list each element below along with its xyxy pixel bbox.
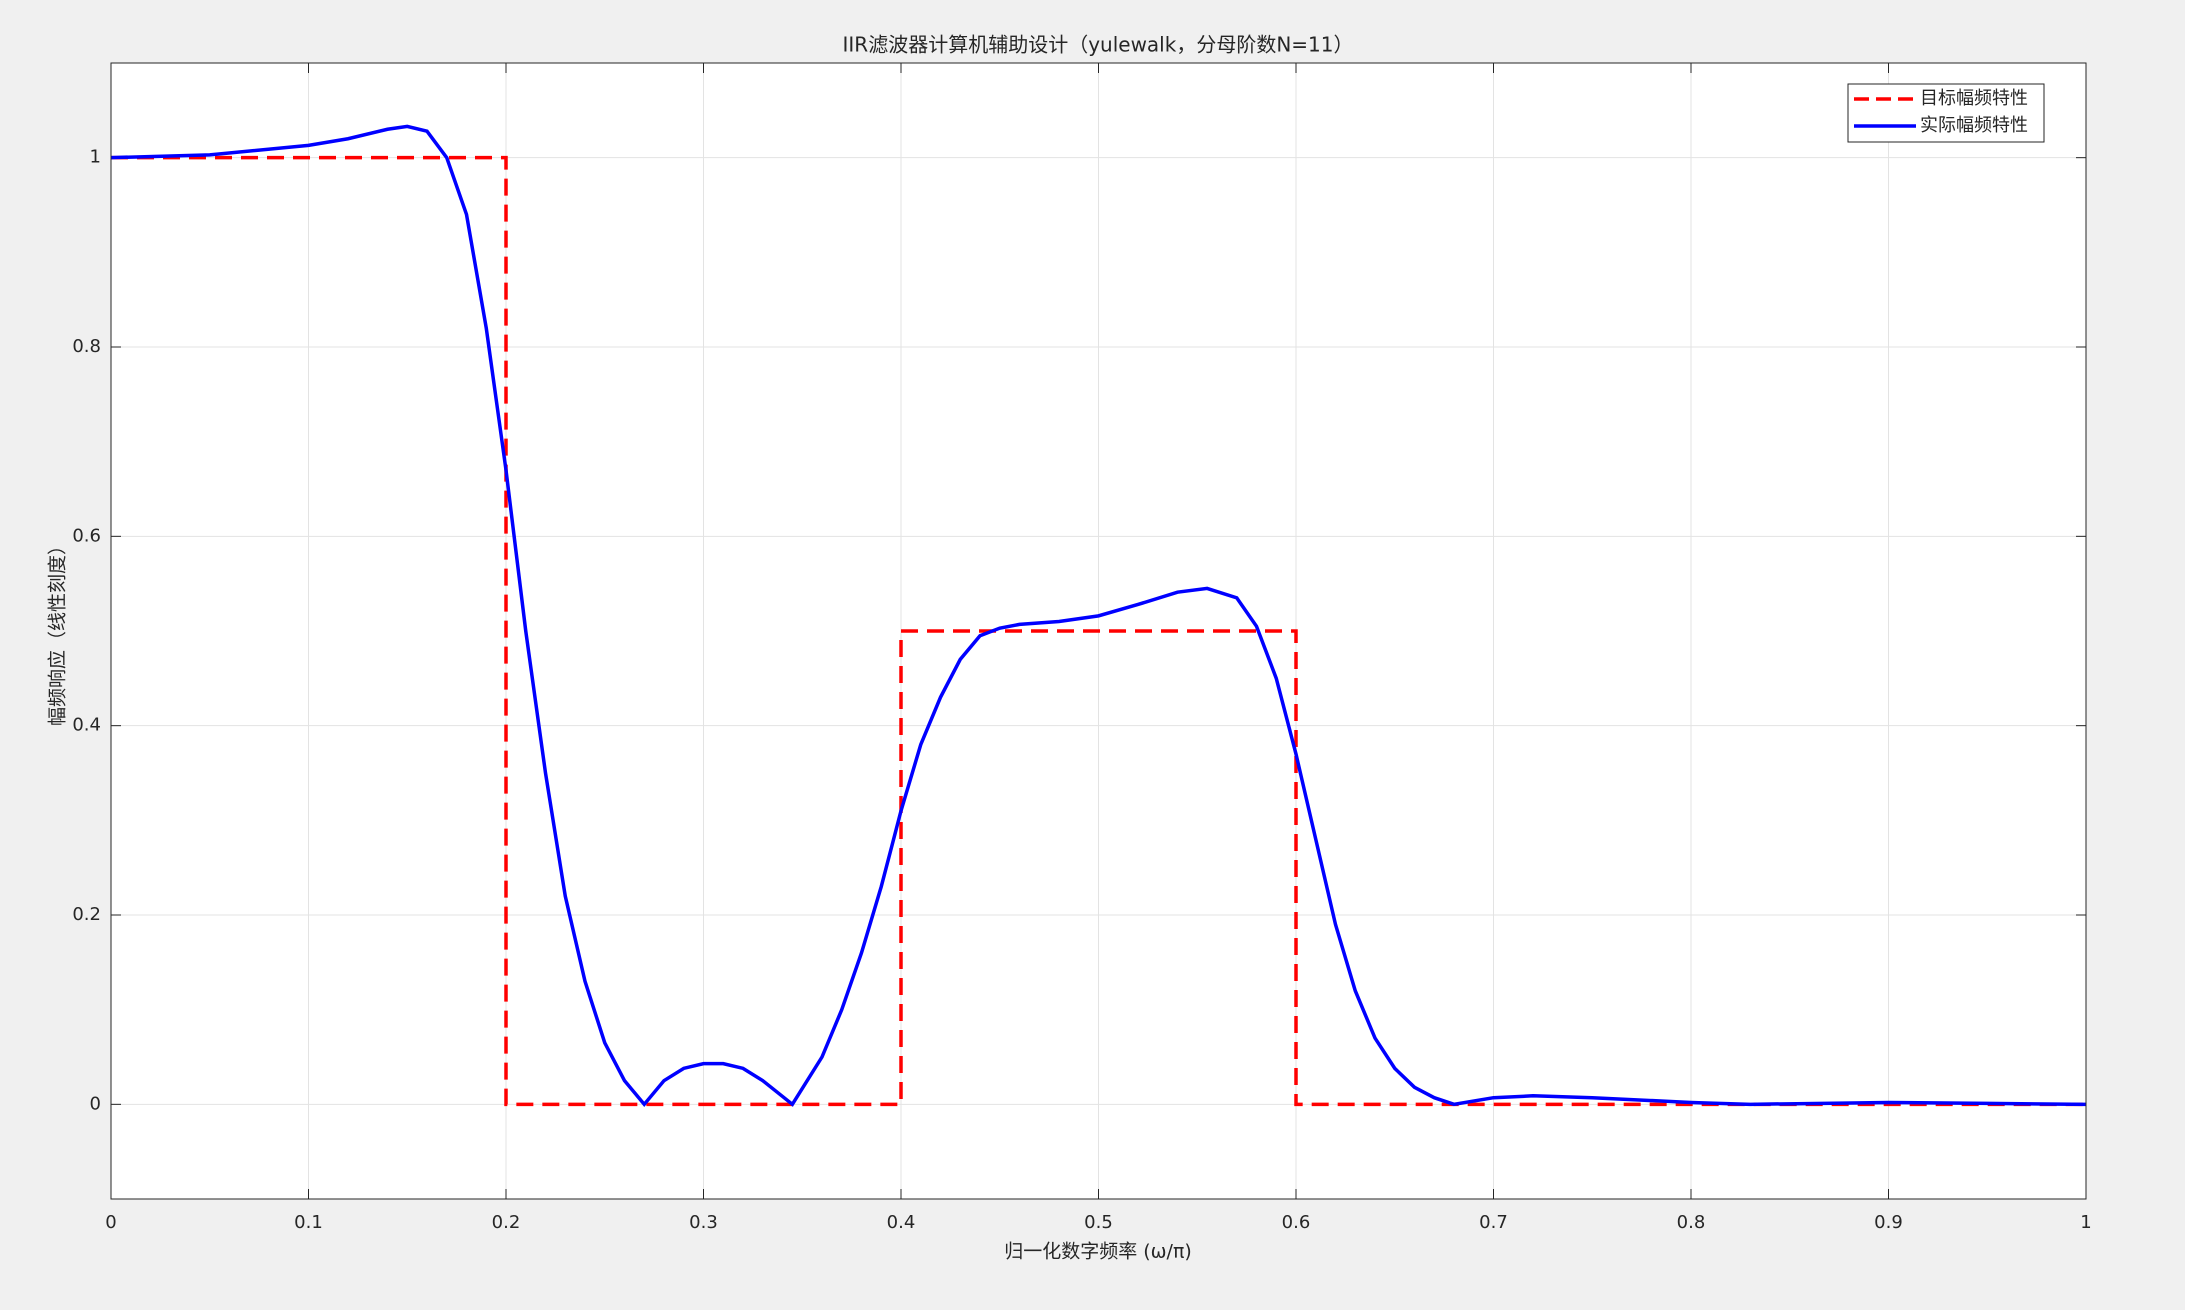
y-tick-label: 0.2 [72,904,101,925]
legend-label: 目标幅频特性 [1920,88,2028,109]
axes-box [110,62,2087,1200]
x-tick-label: 0.9 [1874,1212,1903,1233]
x-tick-label: 0.6 [1282,1212,1311,1233]
y-tick-label: 0.6 [72,525,101,546]
x-tick-label: 0.4 [887,1212,916,1233]
y-tick-label: 0.4 [72,715,101,736]
y-tick-label: 0.8 [72,336,101,357]
x-tick-label: 0.7 [1479,1212,1508,1233]
y-axis-label: 幅频响应（线性刻度） [47,536,69,726]
line [110,124,2087,1108]
x-tick-label: 0.8 [1677,1212,1706,1233]
x-tick-label: 1 [2080,1212,2091,1233]
legend-box [1847,83,2045,143]
y-tick-label: 1 [90,147,101,168]
y-tick-label: 0 [90,1093,101,1114]
x-axis-label: 归一化数字频率 (ω/π) [1004,1241,1192,1263]
legend-label: 实际幅频特性 [1920,115,2028,136]
x-tick-label: 0 [105,1212,116,1233]
x-tick-label: 0.3 [689,1212,718,1233]
x-tick-label: 0.1 [294,1212,323,1233]
line [111,155,2086,1107]
chart-title: IIR滤波器计算机辅助设计（yulewalk，分母阶数N=11） [843,33,1354,57]
x-tick-label: 0.2 [492,1212,521,1233]
x-tick-label: 0.5 [1084,1212,1113,1233]
